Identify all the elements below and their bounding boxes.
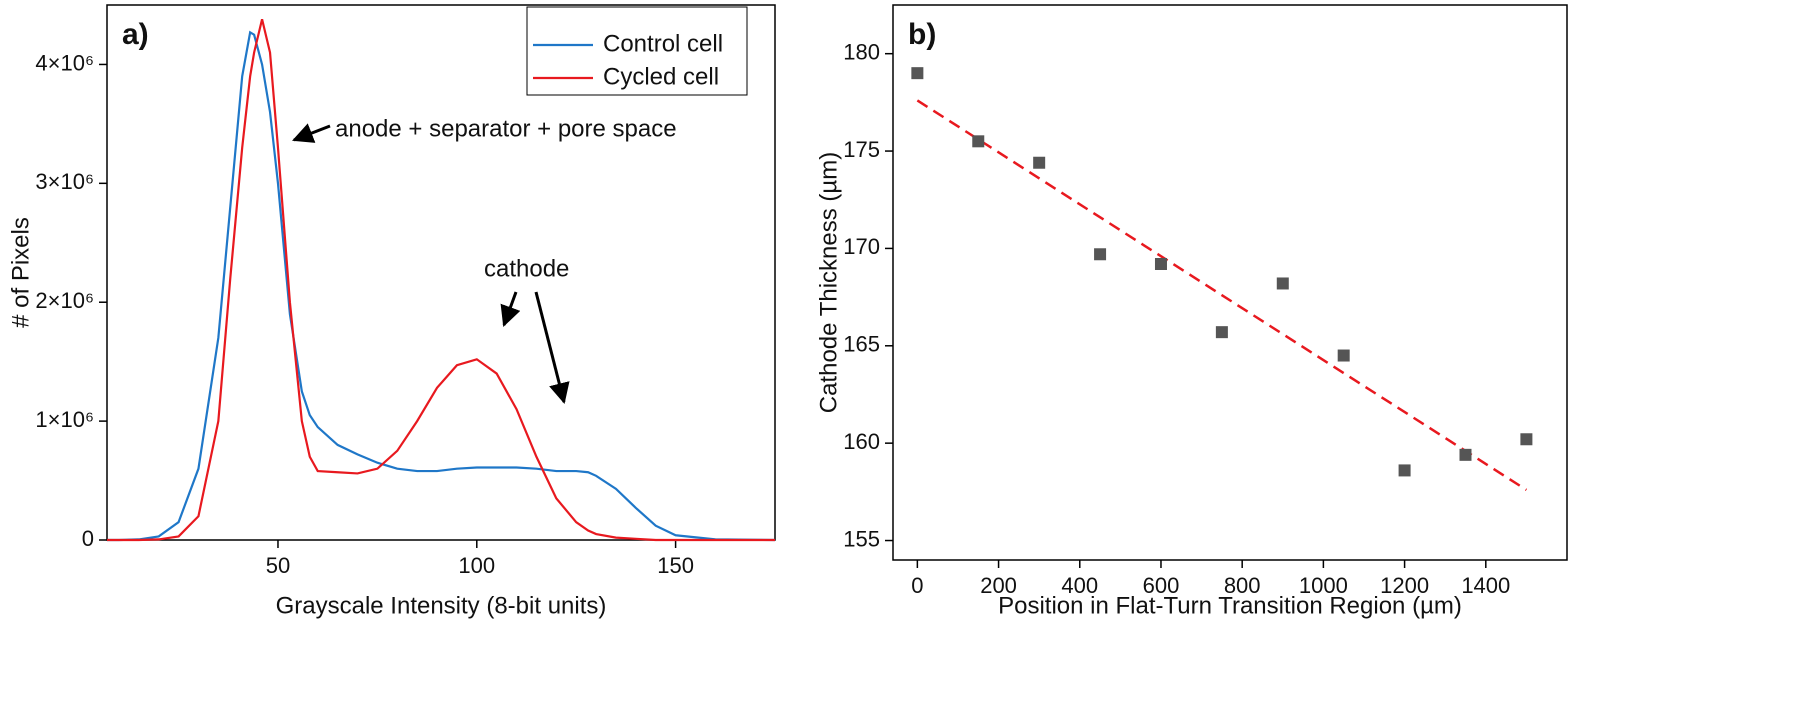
y-tick-label: 170 bbox=[843, 234, 880, 259]
data-line bbox=[107, 30, 776, 542]
data-point bbox=[1033, 156, 1046, 169]
x-tick-label: 50 bbox=[266, 553, 290, 578]
y-axis-label: # of Pixels bbox=[7, 217, 34, 328]
arrow bbox=[292, 123, 331, 143]
y-tick-label: 0 bbox=[82, 526, 94, 551]
data-point bbox=[972, 135, 985, 148]
y-tick-label: 175 bbox=[843, 137, 880, 162]
arrow bbox=[500, 291, 521, 327]
x-tick-label: 200 bbox=[980, 573, 1017, 598]
plot-frame bbox=[106, 4, 776, 541]
x-tick-label: 1000 bbox=[1299, 573, 1348, 598]
y-tick-label: 2×10⁶ bbox=[35, 288, 94, 313]
data-line bbox=[107, 19, 775, 542]
x-tick-label: 400 bbox=[1061, 573, 1098, 598]
x-tick-label: 150 bbox=[657, 553, 694, 578]
data-point bbox=[1154, 258, 1167, 270]
annotation: anode + separator + pore space bbox=[335, 115, 677, 142]
x-tick-label: 100 bbox=[458, 553, 495, 578]
x-tick-label: 1200 bbox=[1380, 573, 1429, 598]
legend-box bbox=[526, 6, 748, 96]
data-point bbox=[1398, 464, 1411, 477]
y-tick-label: 180 bbox=[843, 39, 880, 64]
data-point bbox=[1215, 326, 1228, 339]
data-point bbox=[1276, 277, 1289, 290]
data-point bbox=[1520, 433, 1533, 446]
data-point bbox=[1337, 349, 1350, 362]
x-tick-label: 0 bbox=[911, 573, 923, 598]
data-point bbox=[911, 67, 924, 80]
y-tick-label: 1×10⁶ bbox=[35, 407, 94, 432]
panel-label: b) bbox=[908, 18, 936, 51]
y-axis-label: Cathode Thickness (µm) bbox=[815, 152, 842, 413]
legend-label: Control cell bbox=[603, 30, 723, 57]
plot-frame bbox=[892, 4, 1568, 561]
x-axis-label: Grayscale Intensity (8-bit units) bbox=[276, 592, 607, 619]
x-tick-label: 800 bbox=[1224, 573, 1261, 598]
y-tick-label: 3×10⁶ bbox=[35, 169, 94, 194]
arrow bbox=[534, 291, 570, 405]
x-axis-label: Position in Flat-Turn Transition Region … bbox=[998, 592, 1462, 619]
y-tick-label: 160 bbox=[843, 429, 880, 454]
x-tick-label: 1400 bbox=[1461, 573, 1510, 598]
legend-label: Cycled cell bbox=[603, 63, 719, 90]
panel-label: a) bbox=[122, 18, 149, 51]
x-tick-label: 600 bbox=[1143, 573, 1180, 598]
y-tick-label: 155 bbox=[843, 526, 880, 551]
fit-line bbox=[916, 99, 1528, 491]
y-tick-label: 4×10⁶ bbox=[35, 50, 94, 75]
annotation: cathode bbox=[484, 255, 569, 282]
y-tick-label: 165 bbox=[843, 332, 880, 357]
data-point bbox=[1094, 248, 1107, 261]
data-point bbox=[1459, 448, 1472, 461]
